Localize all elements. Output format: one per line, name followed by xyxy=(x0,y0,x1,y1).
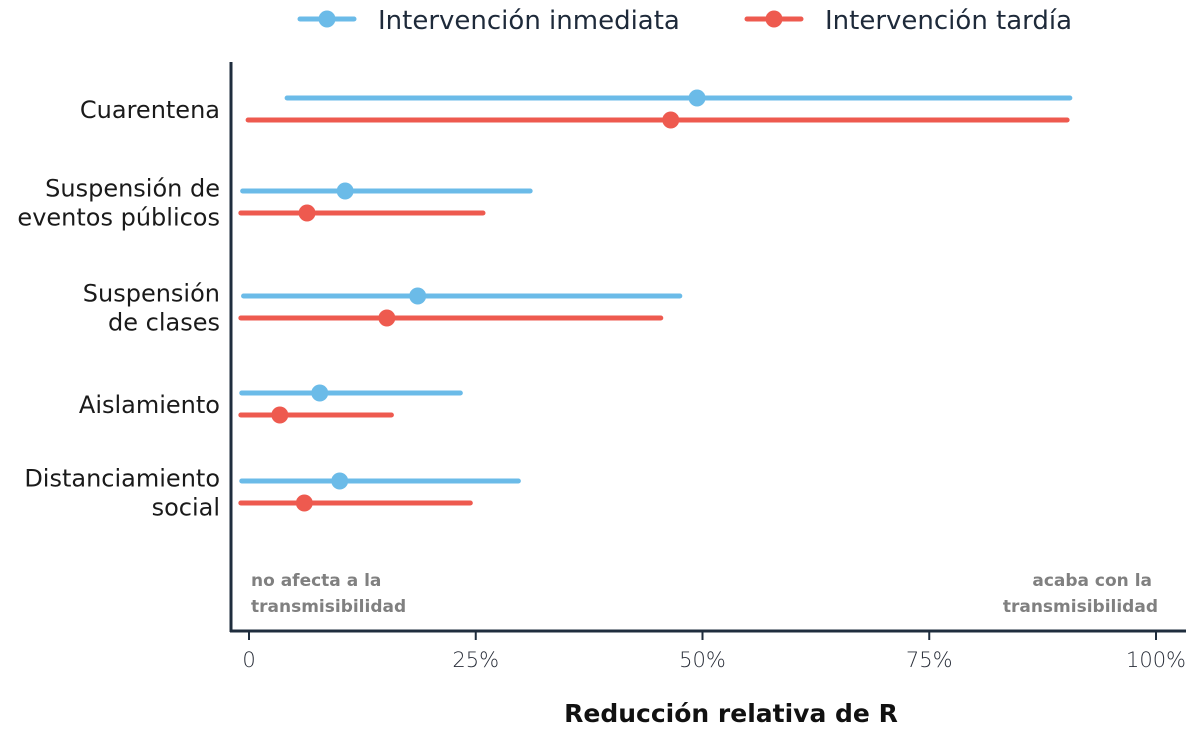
y-category-label: eventos públicos xyxy=(17,204,220,232)
y-category-label: Suspensión xyxy=(83,280,220,308)
y-category-label: social xyxy=(152,494,220,522)
point-estimate xyxy=(311,384,329,402)
x-axis-title: Reducción relativa de R xyxy=(564,699,898,728)
annotations: no afecta a la transmisibilidad acaba co… xyxy=(251,571,1158,617)
y-category-label: Cuarentena xyxy=(80,96,220,124)
annotation-right-line1: acaba con la xyxy=(1032,571,1152,591)
legend-dot-icon xyxy=(318,10,336,28)
point-estimate xyxy=(295,494,313,512)
legend-label: Intervención inmediata xyxy=(378,6,680,36)
legend-dot-icon xyxy=(765,10,783,28)
x-tick-label: 75% xyxy=(906,648,953,672)
annotation-left-line2: transmisibilidad xyxy=(251,597,406,617)
point-estimate xyxy=(271,406,289,424)
y-category-label: Suspensión de xyxy=(45,175,220,203)
point-estimate xyxy=(298,204,316,222)
x-tick-label: 100% xyxy=(1126,648,1186,672)
y-category-label: de clases xyxy=(108,309,220,337)
annotation-left-line1: no afecta a la xyxy=(251,571,381,591)
x-ticks: 0 25% 50% 75% 100% xyxy=(242,631,1186,672)
legend: Intervención inmediata Intervención tardí… xyxy=(297,6,1072,36)
x-tick-label: 50% xyxy=(679,648,726,672)
annotation-right-line2: transmisibilidad xyxy=(1003,597,1158,617)
y-category-label: Aislamiento xyxy=(79,391,220,419)
x-tick-label: 0 xyxy=(242,648,255,672)
point-estimate xyxy=(378,309,396,327)
axes xyxy=(229,62,1186,633)
legend-label: Intervención tardía xyxy=(825,6,1072,36)
point-estimate xyxy=(409,287,427,305)
y-category-label: Distanciamiento xyxy=(24,465,220,493)
point-estimate xyxy=(688,89,706,107)
point-estimate xyxy=(331,472,349,490)
point-estimate xyxy=(336,182,354,200)
data-marks xyxy=(238,89,1073,512)
x-tick-label: 25% xyxy=(452,648,499,672)
point-estimate xyxy=(662,111,680,129)
